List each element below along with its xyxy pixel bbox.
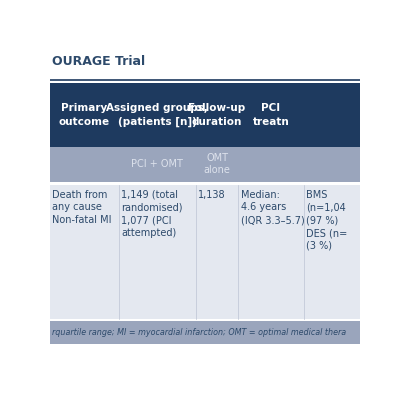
FancyBboxPatch shape [50, 320, 360, 344]
Text: Primary
outcome: Primary outcome [59, 103, 110, 126]
Text: Follow-up
duration: Follow-up duration [188, 103, 246, 126]
Text: Median:
4.6 years
(IQR 3.3–5.7): Median: 4.6 years (IQR 3.3–5.7) [241, 190, 305, 225]
Text: rquartile range; MI = myocardial infarction; OMT = optimal medical thera: rquartile range; MI = myocardial infarct… [52, 328, 346, 337]
Text: 1,138: 1,138 [198, 190, 226, 200]
FancyBboxPatch shape [50, 146, 360, 182]
Text: BMS
(n=1,04
(97 %)
DES (n=
(3 %): BMS (n=1,04 (97 %) DES (n= (3 %) [306, 190, 347, 251]
Text: Assigned groups,
(patients [n]): Assigned groups, (patients [n]) [106, 103, 208, 127]
Text: OMT
alone: OMT alone [204, 153, 230, 176]
Text: 1,149 (total
randomised)
1,077 (PCI
attempted): 1,149 (total randomised) 1,077 (PCI atte… [121, 190, 183, 238]
FancyBboxPatch shape [50, 185, 360, 319]
FancyBboxPatch shape [50, 84, 360, 146]
Text: PCI + OMT: PCI + OMT [131, 159, 183, 169]
Text: PCI
treatn: PCI treatn [253, 103, 290, 126]
Text: Death from
any cause
Non-fatal MI: Death from any cause Non-fatal MI [52, 190, 112, 225]
Text: OURAGE Trial: OURAGE Trial [52, 55, 145, 68]
